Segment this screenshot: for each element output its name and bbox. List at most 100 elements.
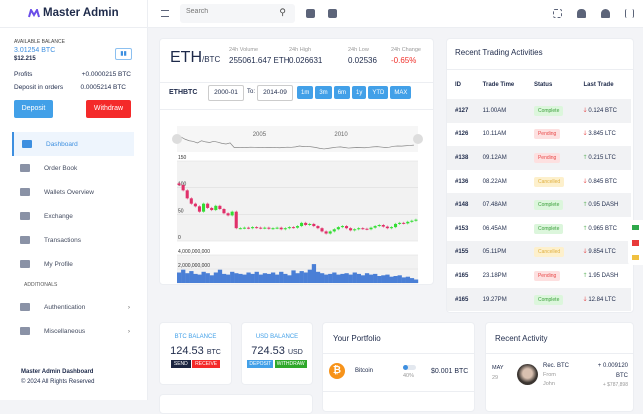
range-button-6m[interactable]: 6m (333, 86, 351, 99)
sidebar-item-dashboard[interactable]: Dashboard (12, 132, 134, 156)
usd-deposit-button[interactable]: DEPOSIT (247, 360, 274, 368)
chart-toggle-icon[interactable]: ▮▮ (115, 48, 132, 60)
search-box[interactable]: ⚲ (180, 4, 295, 23)
table-row[interactable]: #165 23.18PM Pending 🡑 1.95 DASH (447, 264, 631, 288)
nav-label: Order Book (44, 164, 78, 172)
sidebar-item-transactions[interactable]: Transactions (12, 228, 134, 252)
range-button-1m[interactable]: 1m (297, 86, 314, 99)
sidebar-item-miscellaneous[interactable]: Miscellaneous › (12, 319, 134, 343)
money-icon[interactable] (632, 225, 639, 230)
table-row[interactable]: #127 11.00AM Complete 🡓 0.124 BTC (447, 99, 631, 123)
range-button-3m[interactable]: 3m (315, 86, 332, 99)
volume-bar (393, 276, 398, 283)
trade-status: Complete (525, 193, 576, 217)
folder-icon[interactable] (632, 255, 639, 260)
range-button-1y[interactable]: 1y (352, 86, 367, 99)
status-badge: Complete (533, 223, 564, 234)
candle (275, 227, 279, 229)
table-row[interactable]: #155 05.11PM Cancelled 🡓 9.854 LTC (447, 240, 631, 265)
range-button-max[interactable]: MAX (390, 86, 412, 99)
usd-balance-unit: USD (287, 349, 303, 356)
trade-time: 06.45AM (482, 225, 507, 232)
date-from-input[interactable]: 2000-01 (208, 85, 244, 101)
volume-bar (213, 272, 219, 283)
volume-bar (258, 274, 263, 283)
sidebar-item-my-profile[interactable]: My Profile (12, 252, 134, 276)
price-tick-label: 50 (178, 208, 184, 214)
stat-value: 0.026631 (289, 56, 323, 65)
volume-bar (315, 271, 321, 283)
volume-bar (185, 273, 190, 283)
send-button[interactable]: SEND (170, 360, 191, 368)
stat-0: 24h Volume 255061.647 ETH (229, 47, 290, 65)
inbox-icon[interactable] (306, 9, 315, 18)
fullscreen-icon[interactable] (553, 9, 562, 18)
navigator-background (177, 126, 418, 152)
withdraw-button[interactable]: Withdraw (86, 100, 131, 118)
trade-amount: 12.84 LTC (588, 296, 616, 303)
arrow-down-icon: 🡓 (583, 178, 587, 185)
candle (185, 190, 189, 199)
table-row[interactable]: #148 07.48AM Complete 🡑 0.95 DASH (447, 193, 631, 217)
table-row[interactable]: #165 19.27PM Complete 🡓 12.84 LTC (447, 287, 631, 312)
trade-status: Cancelled (525, 240, 576, 265)
status-badge: Complete (533, 294, 564, 305)
image-icon[interactable] (632, 240, 639, 246)
candle (189, 198, 193, 204)
arrow-down-icon: 🡓 (583, 131, 587, 138)
stat-3: 24h Change -0.65% (391, 47, 421, 65)
volume-bar (242, 274, 247, 283)
candle (316, 226, 320, 229)
bell-icon[interactable] (577, 9, 586, 18)
range-button-ytd[interactable]: YTD (368, 86, 389, 99)
volume-bar (373, 273, 378, 283)
volume-bar (303, 272, 308, 283)
navigator-handle-1 (413, 134, 423, 144)
table-row[interactable]: #136 08.22AM Cancelled 🡓 0.845 BTC (447, 170, 631, 194)
mail-check-icon[interactable] (328, 9, 337, 18)
table-row[interactable]: #138 09.12AM Pending 🡑 0.215 LTC (447, 146, 631, 170)
nav-label: Wallets Overview (44, 188, 94, 196)
receive-button[interactable]: RECEIVE (192, 360, 221, 368)
column-header[interactable]: Status (533, 82, 553, 88)
trading-activities-card: Recent Trading Activities ID Trade Time St… (446, 38, 634, 313)
table-row[interactable]: #126 10.11AM Pending 🡓 3.845 LTC (447, 123, 631, 147)
sidebar-item-exchange[interactable]: Exchange (12, 204, 134, 228)
navigator-line (176, 135, 414, 150)
table-row[interactable]: #153 06.45AM Complete 🡑 0.965 BTC (447, 217, 631, 241)
status-badge: Pending (533, 152, 561, 163)
sidebar-item-wallets-overview[interactable]: Wallets Overview (12, 180, 134, 204)
volume-bar (262, 273, 268, 283)
user-icon[interactable] (601, 9, 610, 18)
candle (377, 225, 381, 227)
candle (279, 227, 283, 230)
sidebar-item-authentication[interactable]: Authentication › (12, 295, 134, 319)
activity-usd: + $787,898 (602, 382, 628, 388)
candlestick-chart[interactable]: 1501005004,000,000,0002,000,000,00002005… (160, 39, 435, 286)
search-input[interactable] (186, 8, 271, 15)
column-header[interactable]: Trade Time (482, 82, 515, 88)
balance-label: AVAILABLE BALANCE (14, 39, 65, 45)
sidebar-item-order-book[interactable]: Order Book (12, 156, 134, 180)
date-to-input[interactable]: 2014-09 (257, 85, 293, 101)
app-logo[interactable]: Master Admin (28, 7, 119, 19)
candle (365, 228, 369, 230)
search-icon[interactable]: ⚲ (279, 7, 286, 17)
activity-from-label: From (543, 372, 556, 378)
candle (369, 227, 373, 230)
deposit-button[interactable]: Deposit (14, 100, 53, 118)
trade-status: Cancelled (526, 170, 576, 194)
settings-sliders-icon[interactable] (625, 9, 634, 18)
volume-bar (238, 273, 243, 283)
portfolio-card: Your Portfolio ₿ Bitcoin 40% $0.001 BTC (322, 322, 475, 412)
trade-status: Complete (526, 217, 576, 241)
arrow-up-icon: 🡑 (583, 154, 587, 161)
column-header[interactable]: Last Trade (583, 82, 614, 88)
profits-value: +0.0000215 BTC (81, 71, 131, 78)
nav-label: Miscellaneous (44, 327, 86, 335)
menu-icon[interactable] (161, 10, 169, 17)
price-tick-label: 0 (178, 235, 181, 241)
usd-withdraw-button[interactable]: WITHDRAW (274, 360, 307, 368)
portfolio-percent: 40% (403, 373, 415, 379)
column-header[interactable]: ID (455, 82, 461, 88)
